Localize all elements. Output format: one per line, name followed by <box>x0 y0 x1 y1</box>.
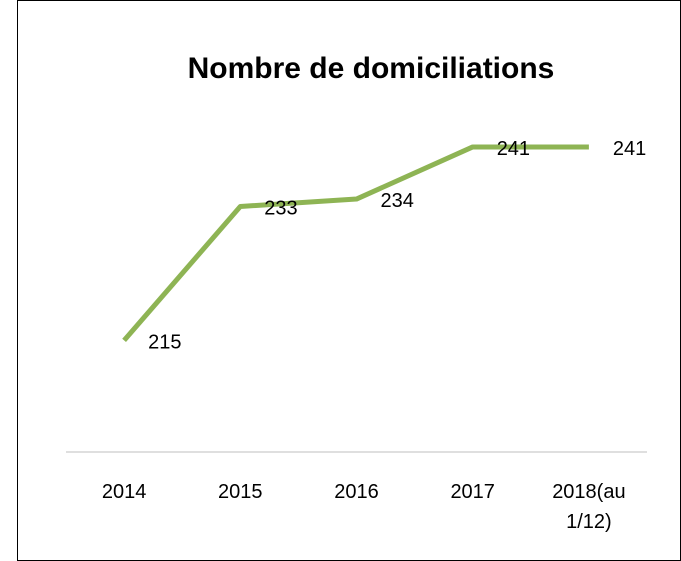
x-tick-label: 2017 <box>450 481 495 503</box>
x-tick-label: 2015 <box>218 481 263 503</box>
x-tick-label: 2014 <box>101 481 147 503</box>
x-tick-label: 2018(au 1/12) <box>552 481 626 533</box>
chart-frame <box>17 0 681 561</box>
data-label: 241 <box>613 138 646 160</box>
chart-title: Nombre de domiciliations <box>188 52 555 85</box>
x-tick-label: 2016 <box>334 481 379 503</box>
data-label: 234 <box>381 190 414 212</box>
line <box>122 144 589 343</box>
data-label: 233 <box>264 197 297 219</box>
data-label: 241 <box>497 138 530 160</box>
data-label: 215 <box>148 331 181 353</box>
